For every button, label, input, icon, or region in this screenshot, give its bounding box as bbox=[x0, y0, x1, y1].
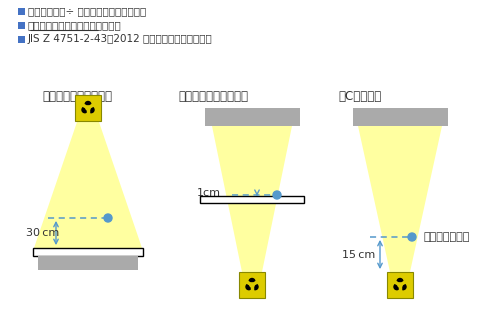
Text: 〈Cアーム〉: 〈Cアーム〉 bbox=[338, 90, 382, 104]
Bar bbox=[239, 272, 265, 298]
Circle shape bbox=[273, 191, 281, 199]
Circle shape bbox=[246, 284, 252, 290]
Polygon shape bbox=[212, 126, 292, 272]
Circle shape bbox=[250, 283, 254, 287]
Text: 30 cm: 30 cm bbox=[26, 228, 60, 238]
Circle shape bbox=[394, 284, 400, 290]
Bar bbox=[18, 36, 25, 43]
Circle shape bbox=[398, 283, 402, 287]
Text: 1cm: 1cm bbox=[197, 188, 221, 198]
Circle shape bbox=[88, 107, 94, 113]
Text: 「面積線量」÷ 照射面積＝「入射線量」: 「面積線量」÷ 照射面積＝「入射線量」 bbox=[28, 7, 146, 16]
Circle shape bbox=[86, 106, 90, 110]
Bar bbox=[352, 108, 448, 126]
Bar bbox=[200, 196, 304, 203]
Text: JIS Z 4751-2-43：2012 における患者照射基準点: JIS Z 4751-2-43：2012 における患者照射基準点 bbox=[28, 35, 213, 44]
Text: アイソセンター: アイソセンター bbox=[424, 232, 470, 242]
Circle shape bbox=[85, 101, 91, 107]
Circle shape bbox=[400, 284, 406, 290]
Text: 患者照射基準点における照射面積: 患者照射基準点における照射面積 bbox=[28, 20, 122, 31]
Bar bbox=[387, 272, 413, 298]
Bar bbox=[75, 95, 101, 121]
Text: 〈アンダーチューブ〉: 〈アンダーチューブ〉 bbox=[178, 90, 248, 104]
Circle shape bbox=[408, 233, 416, 241]
Bar bbox=[18, 8, 25, 15]
Bar bbox=[38, 256, 138, 270]
Circle shape bbox=[397, 278, 403, 284]
Circle shape bbox=[104, 214, 112, 222]
Circle shape bbox=[86, 106, 90, 110]
Bar bbox=[18, 22, 25, 29]
Circle shape bbox=[82, 107, 87, 113]
Circle shape bbox=[398, 283, 402, 287]
Text: 15 cm: 15 cm bbox=[342, 249, 375, 260]
Text: 〈オーバーチューブ〉: 〈オーバーチューブ〉 bbox=[42, 90, 112, 104]
Polygon shape bbox=[358, 126, 442, 272]
Circle shape bbox=[249, 278, 255, 284]
Circle shape bbox=[252, 284, 258, 290]
Circle shape bbox=[250, 283, 254, 287]
Bar bbox=[204, 108, 300, 126]
Bar bbox=[33, 248, 143, 256]
Polygon shape bbox=[34, 122, 142, 248]
